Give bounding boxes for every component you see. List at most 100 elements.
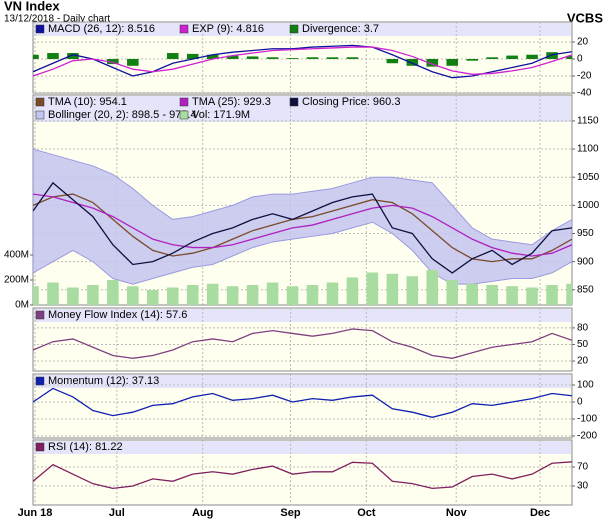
bar: [446, 280, 458, 305]
bar: [286, 58, 299, 59]
legend-swatch: [289, 24, 299, 34]
y-tick-label: 30: [577, 481, 589, 492]
chart-title: VN Index: [4, 0, 60, 13]
y-tick-label: 1100: [577, 144, 599, 155]
legend-swatch: [35, 110, 45, 120]
y-tick-label: 0: [577, 54, 583, 65]
x-tick-label: Nov: [446, 507, 468, 519]
bar: [147, 290, 159, 305]
bar: [446, 58, 458, 66]
line: [33, 46, 572, 77]
legend-swatch: [179, 24, 189, 34]
legend-band: [34, 309, 571, 322]
bar: [326, 282, 339, 305]
y-tick-label: 1150: [577, 116, 599, 127]
bar: [67, 287, 79, 305]
bar: [526, 54, 538, 59]
bar: [306, 57, 319, 59]
legend-band: [34, 441, 571, 454]
y-tick-label: 70: [577, 462, 589, 473]
legend-swatch: [35, 24, 45, 34]
bar: [186, 53, 199, 59]
bar: [306, 285, 319, 305]
legend-swatch: [35, 310, 45, 320]
legend-label: Divergence: 3.7: [302, 23, 379, 35]
bar: [346, 57, 359, 59]
bar: [206, 54, 219, 59]
bar: [246, 56, 259, 59]
legend-label: TMA (25): 929.3: [192, 96, 271, 108]
bar: [486, 57, 498, 59]
x-tick-label: Dec: [530, 507, 550, 519]
bar: [127, 286, 139, 305]
x-tick-label: Aug: [192, 507, 213, 519]
chart-subtitle: 13/12/2018 - Daily chart: [4, 14, 110, 25]
bar: [107, 280, 119, 305]
legend-swatch: [35, 442, 45, 452]
bar: [47, 53, 59, 59]
bar: [506, 286, 518, 305]
bar: [186, 285, 199, 305]
legend-label: Closing Price: 960.3: [302, 96, 400, 108]
bar: [346, 277, 359, 305]
plot: [33, 95, 572, 305]
legend-band: [34, 23, 571, 36]
y-tick-label: -200: [577, 431, 597, 442]
y-tick-label: 20: [577, 356, 589, 367]
legend-label: Money Flow Index (14): 57.6: [48, 309, 187, 321]
bar: [166, 287, 179, 305]
plot: [33, 374, 572, 438]
x-tick-label: Jun 18: [18, 507, 53, 519]
bar: [406, 58, 419, 66]
bar: [226, 55, 239, 59]
y-tick-label: -40: [577, 88, 592, 99]
bar: [246, 285, 259, 305]
bar: [566, 283, 572, 305]
legend-label: TMA (10): 954.1: [48, 96, 127, 108]
bar: [67, 53, 79, 59]
y-tick-label: 100: [577, 380, 594, 391]
bar: [127, 58, 139, 66]
bar: [266, 282, 279, 305]
y-tick-label: 80: [577, 323, 589, 334]
bar: [166, 53, 179, 59]
legend-label: RSI (14): 81.22: [48, 441, 123, 453]
bar: [107, 58, 119, 65]
y-tick-label: 850: [577, 284, 594, 295]
y-tick-label: -100: [577, 414, 597, 425]
bar: [566, 55, 572, 59]
legend-label: Bollinger (20, 2): 898.5 - 975.4: [48, 109, 197, 121]
bar: [546, 52, 558, 59]
bar: [466, 58, 478, 61]
bar: [47, 282, 59, 305]
legend-swatch: [35, 97, 45, 107]
y2-tick-label: 400M: [4, 250, 29, 261]
y-tick-label: 20: [577, 37, 589, 48]
source: VCBS: [567, 10, 603, 25]
bar: [33, 54, 39, 59]
bollinger-band: [33, 148, 572, 285]
y-tick-label: 1050: [577, 172, 600, 183]
bar: [286, 286, 299, 305]
y2-tick-label: 0M: [15, 300, 29, 311]
y-tick-label: 950: [577, 228, 594, 239]
line: [33, 387, 572, 418]
plot: [33, 22, 572, 93]
legend-swatch: [179, 110, 189, 120]
legend-label: EXP (9): 4.816: [192, 23, 264, 35]
bar: [87, 285, 99, 305]
x-tick-label: Jul: [109, 507, 125, 519]
legend-label: Vol: 171.9M: [192, 109, 250, 121]
legend-swatch: [35, 376, 45, 386]
bar: [486, 285, 498, 305]
bar: [206, 283, 219, 305]
legend-label: MACD (26, 12): 8.516: [48, 23, 155, 35]
legend-band: [34, 375, 571, 388]
line: [33, 181, 572, 274]
bar: [386, 58, 399, 64]
x-tick-label: Sep: [280, 507, 300, 519]
y-tick-label: 1000: [577, 200, 600, 211]
legend-label: Momentum (12): 37.13: [48, 375, 159, 387]
y-tick-label: 50: [577, 339, 589, 350]
bar: [226, 286, 239, 305]
